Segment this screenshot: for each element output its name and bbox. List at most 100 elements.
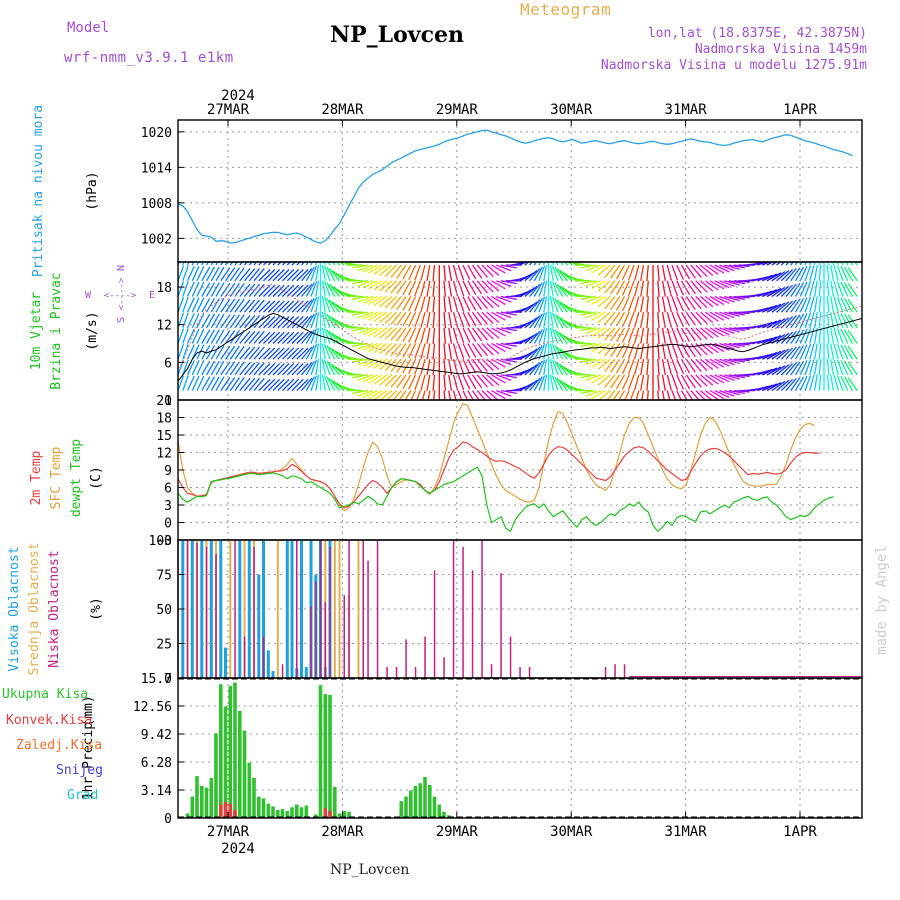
- precip-total-bar: [209, 777, 214, 818]
- cloud-bar: [386, 667, 388, 678]
- wind-barb: [239, 315, 251, 329]
- wind-barb: [315, 280, 320, 297]
- wind-barb: [408, 296, 417, 312]
- wind-barb: [191, 328, 200, 344]
- wind-barb: [234, 314, 245, 329]
- wind-barb: [191, 375, 200, 391]
- wind-barb: [700, 390, 713, 400]
- wind-barb: [186, 360, 195, 376]
- wind-barb: [471, 374, 483, 389]
- wind-barb: [690, 311, 702, 325]
- wind-barb: [486, 343, 500, 355]
- wind-barb: [486, 311, 500, 323]
- wind-barb: [267, 363, 281, 376]
- wind-barb: [386, 390, 397, 400]
- wind-barb: [0, 0, 862, 297]
- wind-barb: [597, 280, 611, 292]
- wind-barb: [408, 311, 417, 327]
- wind-barb: [733, 389, 750, 393]
- wind-barb: [244, 362, 256, 376]
- wind-barb: [457, 327, 465, 344]
- wind-barb: [719, 327, 735, 334]
- wind-barb: [580, 374, 597, 379]
- wind-barb: [809, 265, 815, 281]
- panel-grid-1: [178, 262, 862, 400]
- wind-barb: [496, 389, 512, 397]
- wind-barb: [239, 268, 251, 282]
- wind-barb: [373, 390, 388, 400]
- wind-barb: [379, 296, 393, 308]
- wind-barb: [296, 262, 301, 266]
- wind-barb: [323, 281, 331, 297]
- wind-barb: [714, 327, 730, 336]
- wind-barb: [556, 377, 568, 392]
- wind-barb: [301, 346, 313, 360]
- wind-barb: [790, 330, 801, 344]
- wind-barb: [373, 327, 388, 338]
- wind-barb: [666, 359, 673, 375]
- wind-barb: [559, 379, 573, 392]
- wind-barb: [580, 358, 597, 363]
- wind-barb: [282, 347, 295, 360]
- wind-barb: [529, 377, 541, 392]
- wind-barb: [624, 390, 630, 400]
- precip-total-bar: [195, 776, 199, 818]
- wind-barb: [538, 375, 546, 391]
- wind-barb: [690, 264, 702, 278]
- wind-barb: [321, 359, 326, 376]
- panel-grid-2: [178, 400, 862, 540]
- wind-barb: [379, 280, 393, 292]
- wind-barb: [640, 296, 645, 313]
- wind-barb: [847, 330, 858, 344]
- wind-barb: [420, 296, 426, 313]
- wind-barb: [840, 297, 849, 313]
- wind-barb: [680, 358, 691, 374]
- wind-barb: [646, 374, 649, 391]
- wind-barb: [538, 281, 546, 297]
- wind-barb: [326, 360, 336, 376]
- wind-barb: [277, 331, 290, 344]
- wind-barb: [799, 344, 808, 360]
- wind-barb: [301, 330, 313, 344]
- wind-barb: [291, 363, 304, 376]
- wind-barb: [671, 280, 679, 297]
- wind-barb: [328, 315, 340, 329]
- wind-barb: [448, 264, 453, 282]
- wind-barb: [690, 327, 702, 341]
- wind-barb: [646, 343, 649, 360]
- y-tick-label: 6.28: [141, 756, 172, 771]
- wind-barb: [224, 361, 236, 376]
- wind-barb: [332, 262, 336, 266]
- wind-barb: [239, 362, 251, 376]
- wind-barb: [676, 390, 682, 400]
- wind-barb: [282, 284, 295, 297]
- wind-barb: [785, 377, 797, 392]
- wind-barb: [543, 359, 548, 376]
- wind-barb: [253, 268, 265, 282]
- bottom-date-label: 30MAR: [550, 824, 593, 840]
- wind-barb: [471, 264, 483, 279]
- wind-barb: [794, 313, 805, 329]
- precip-total-bar: [271, 806, 275, 818]
- wind-barb: [627, 358, 635, 375]
- wind-barb: [286, 363, 300, 376]
- precip-total-bar: [342, 810, 347, 818]
- wind-barb: [554, 376, 564, 391]
- wind-barb: [496, 264, 512, 272]
- wind-barb: [549, 327, 554, 344]
- wind-barb: [700, 280, 714, 292]
- precip-total-bar: [413, 785, 418, 818]
- precip-total-bar: [200, 785, 204, 818]
- wind-barb: [414, 327, 421, 344]
- wind-barb: [201, 297, 211, 313]
- wind-barb: [633, 359, 640, 375]
- wind-barb: [500, 311, 517, 316]
- wind-barb: [695, 264, 708, 277]
- cloud-bar: [348, 540, 350, 678]
- wind-barb: [685, 374, 696, 389]
- wind-barb: [323, 359, 331, 376]
- wind-barb: [491, 358, 506, 368]
- top-date-label: 1APR: [783, 102, 817, 118]
- cloud-bar: [247, 540, 251, 678]
- wind-barb: [533, 297, 543, 313]
